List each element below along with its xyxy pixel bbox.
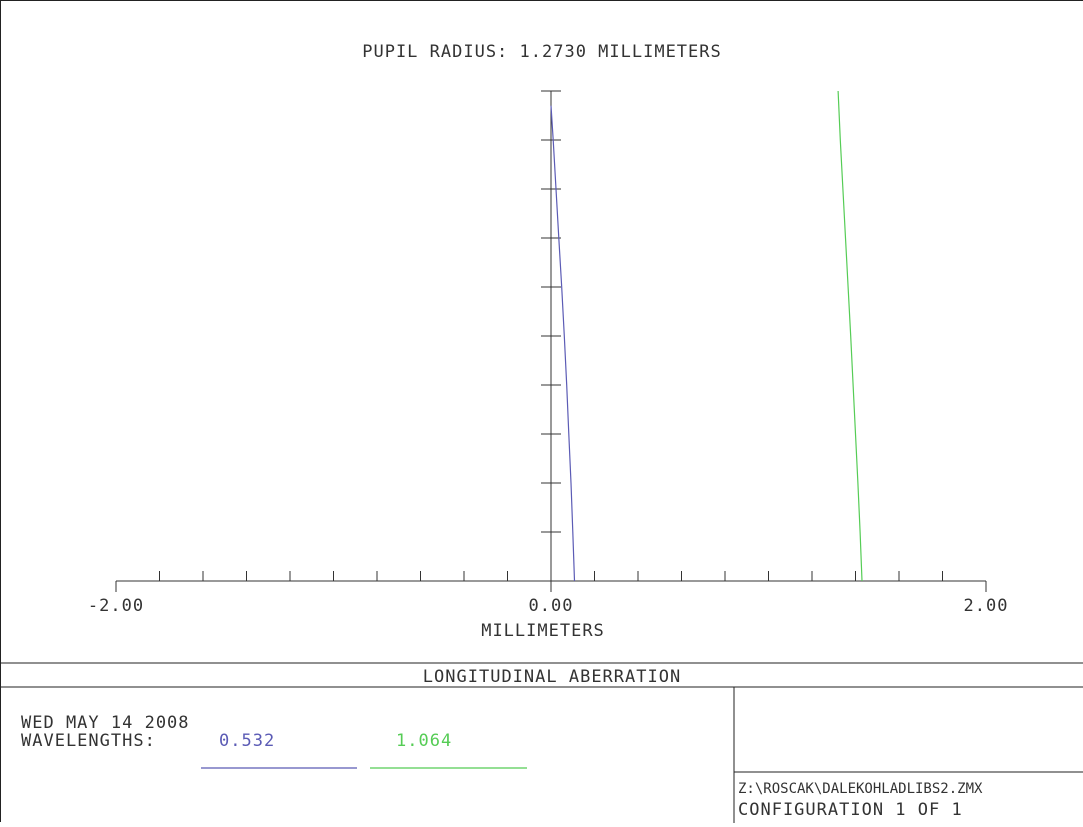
wavelength-1-value: 0.532 [219,731,275,751]
footer-date: WED MAY 14 2008 [21,713,190,733]
axes: -2.00 0.00 2.00 [88,90,1009,616]
footer-title: LONGITUDINAL ABERRATION [423,667,681,687]
wavelengths-label: WAVELENGTHS: [21,731,156,751]
configuration-label: CONFIGURATION 1 OF 1 [738,800,963,820]
wavelength-2-value: 1.064 [396,731,452,751]
x-tick-label: 0.00 [529,596,574,616]
x-tick-label: -2.00 [88,596,144,616]
chart-title: PUPIL RADIUS: 1.2730 MILLIMETERS [362,42,722,62]
x-tick-label: 2.00 [964,596,1009,616]
aberration-curve-2 [837,90,863,582]
aberration-curve-1 [550,105,576,582]
curves [550,90,863,582]
x-axis-label: MILLIMETERS [481,621,605,641]
file-path: Z:\ROSCAK\DALEKOHLADLIBS2.ZMX [738,781,983,797]
